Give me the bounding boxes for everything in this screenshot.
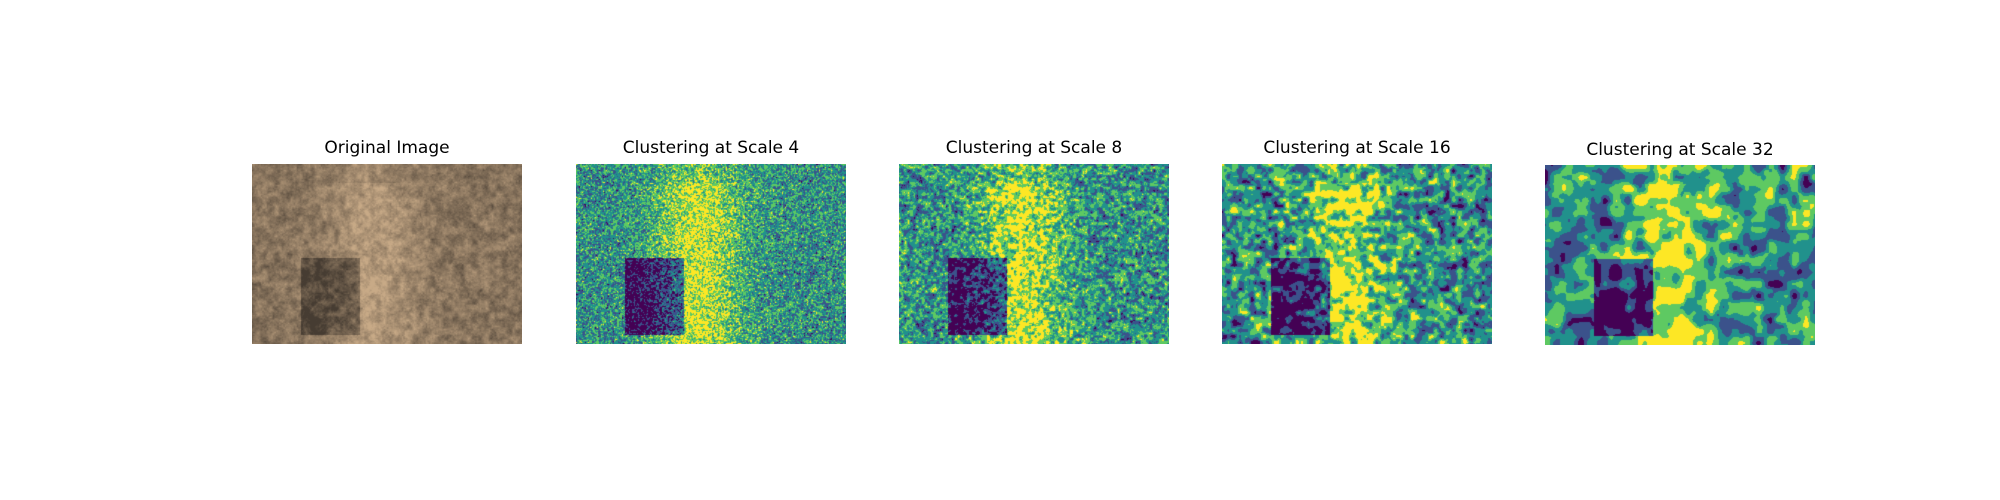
original-image bbox=[252, 164, 522, 344]
cluster-map-scale-16 bbox=[1222, 164, 1492, 344]
cluster-map-scale-8 bbox=[899, 164, 1169, 344]
cluster-map-scale-4 bbox=[576, 164, 846, 344]
panel-title: Original Image bbox=[324, 138, 450, 158]
panel-title: Clustering at Scale 16 bbox=[1263, 138, 1451, 158]
panel-title: Clustering at Scale 4 bbox=[622, 138, 800, 158]
panel-title: Clustering at Scale 8 bbox=[945, 138, 1123, 158]
cluster-map-scale-32 bbox=[1545, 165, 1815, 345]
panel-title: Clustering at Scale 32 bbox=[1586, 140, 1774, 160]
